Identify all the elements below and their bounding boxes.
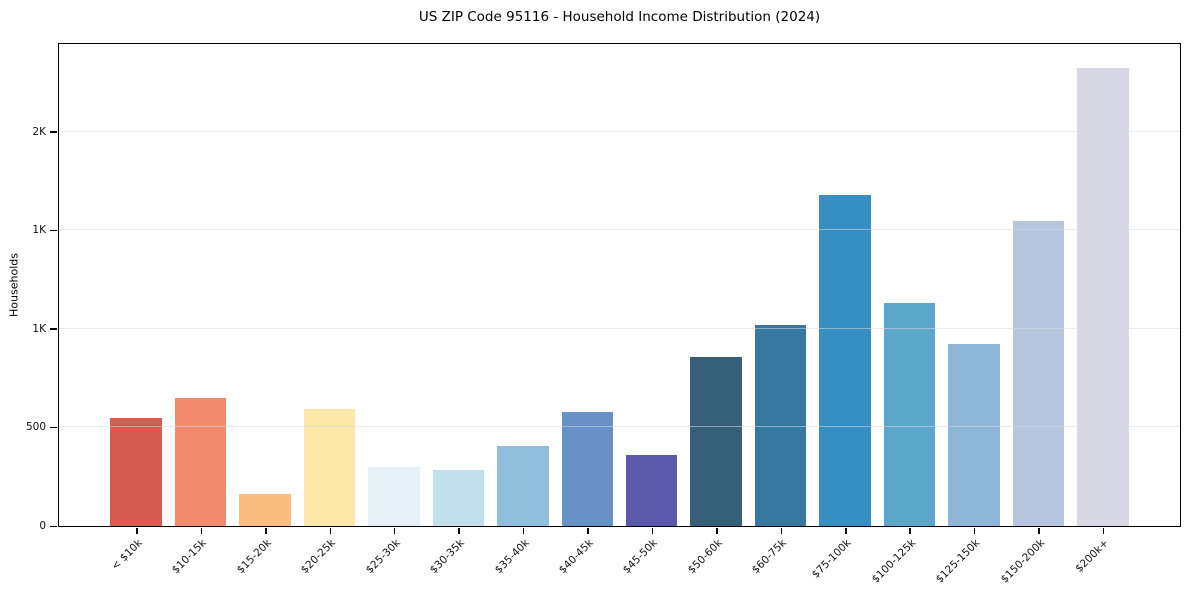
x-tick-label: $200k+ (1073, 537, 1112, 575)
bar-slot: $150-200k (998, 44, 1070, 586)
bar (819, 195, 871, 526)
bar-slot: $75-100k (810, 44, 877, 581)
bar-slot: $20-25k (297, 44, 361, 576)
chart-title: US ZIP Code 95116 - Household Income Dis… (418, 9, 821, 25)
y-tick-label: 1K (32, 322, 46, 335)
y-tick-mark (50, 426, 57, 429)
bar (432, 470, 485, 526)
x-tick-mark (1102, 528, 1105, 534)
x-tick-mark (909, 528, 911, 534)
bar (239, 494, 291, 526)
bar (883, 302, 936, 526)
bar (561, 412, 614, 526)
x-tick-label: $10-15k (170, 537, 210, 577)
bar-slot: $25-30k (362, 44, 426, 576)
bar-slot: $50-60k (684, 44, 748, 576)
bar-slot: $10-15k (168, 44, 232, 576)
x-tick-mark (651, 528, 654, 534)
x-tick-mark (393, 528, 396, 534)
bar (1077, 68, 1129, 526)
bar (303, 409, 356, 526)
x-tick-mark (458, 528, 460, 534)
x-tick-mark (329, 528, 332, 534)
bar (1012, 220, 1065, 526)
y-axis-label: Households (7, 253, 21, 317)
y-tick-mark (50, 525, 57, 527)
bar-slot: $40-45k (555, 44, 619, 576)
x-tick-mark (780, 528, 783, 534)
bars-row: < $10k $10-15k $15-20k $20-25k $25-30k $30-35… (59, 44, 1180, 586)
bar-slot: $100-125k (869, 44, 941, 586)
y-tick-label: 2K (32, 125, 46, 138)
bar-slot: $200k+ (1071, 44, 1135, 575)
bar (754, 325, 807, 526)
x-tick-label: $35-40k (492, 537, 532, 577)
x-tick-label: $75-100k (809, 537, 854, 581)
bar (110, 418, 162, 526)
plot-area: < $10k $10-15k $15-20k $20-25k $25-30k $30-35… (26, 43, 1181, 586)
x-tick-mark (587, 528, 589, 534)
x-tick-mark (136, 528, 138, 534)
x-tick-mark (973, 528, 976, 534)
y-tick-label: 1K (32, 224, 46, 237)
x-tick-label: $150-200k (998, 537, 1047, 586)
x-tick-label: < $10k (109, 537, 145, 573)
x-tick-mark (1038, 528, 1040, 534)
bar (625, 455, 678, 526)
x-tick-label: $30-35k (427, 537, 467, 577)
y-tick-mark (50, 229, 57, 232)
x-tick-mark (845, 528, 847, 534)
bar (497, 446, 549, 526)
bar-slot: $15-20k (233, 44, 297, 576)
y-tick-label: 500 (25, 421, 46, 434)
bar-slot: $60-75k (748, 44, 812, 576)
x-tick-label: $50-60k (685, 537, 725, 577)
x-tick-mark (522, 528, 525, 534)
x-tick-label: $20-25k (298, 537, 339, 577)
y-tick-mark (50, 131, 57, 133)
bar-slot: < $10k (104, 44, 168, 573)
x-tick-label: $25-30k (363, 537, 403, 577)
y-tick-mark (50, 328, 57, 330)
y-tick-label: 0 (39, 520, 46, 532)
bar-slot: $35-40k (491, 44, 555, 576)
x-tick-mark (716, 528, 718, 534)
bar-slot: $30-35k (426, 44, 490, 576)
x-tick-label: $100-125k (869, 537, 918, 586)
bar-slot: $125-150k (934, 44, 1006, 586)
bar (174, 397, 227, 526)
x-tick-mark (200, 528, 203, 534)
bar (368, 467, 420, 526)
x-tick-label: $60-75k (749, 537, 790, 577)
x-tick-label: $45-50k (621, 537, 661, 577)
bar (948, 343, 1000, 526)
x-tick-label: $40-45k (556, 537, 596, 577)
x-tick-label: $15-20k (234, 537, 274, 577)
bar (690, 356, 742, 526)
x-tick-label: $125-150k (933, 537, 983, 586)
bar-slot: $45-50k (620, 44, 684, 576)
x-tick-mark (265, 528, 267, 534)
